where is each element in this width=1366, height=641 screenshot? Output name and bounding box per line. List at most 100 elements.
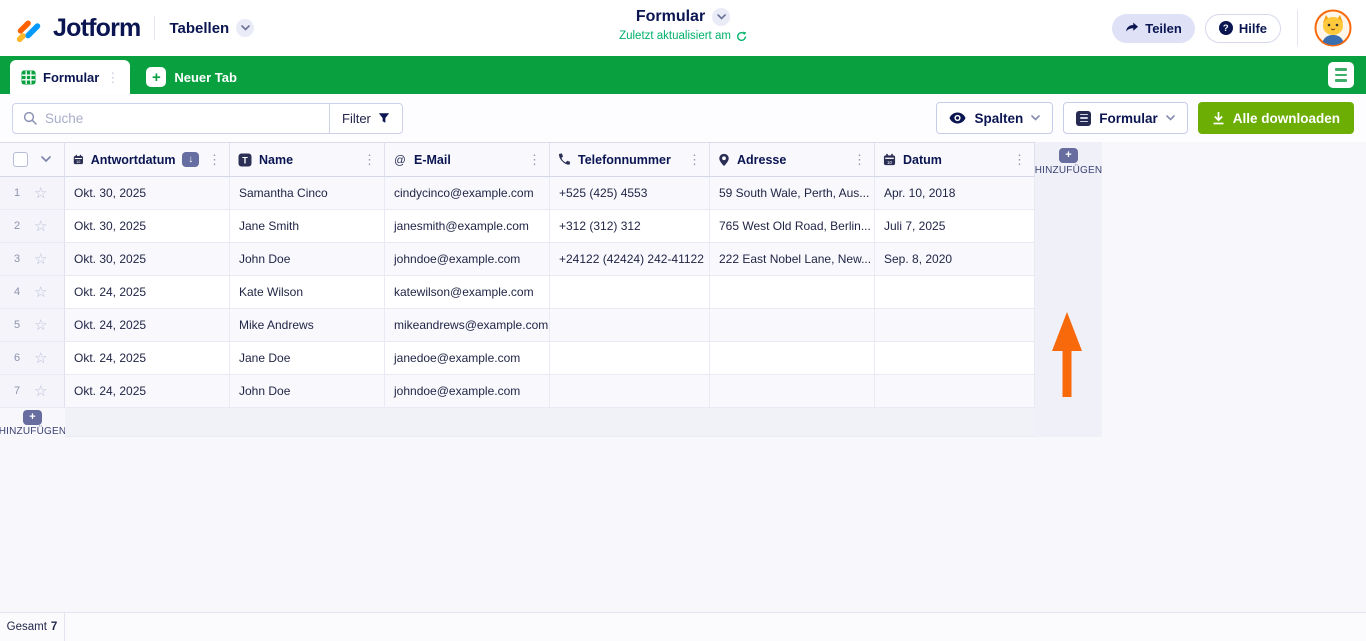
column-menu-icon[interactable]: ⋮	[208, 151, 221, 167]
column-header-datum[interactable]: 10 Datum ⋮	[875, 142, 1035, 177]
row-select-cell[interactable]: 7 ☆	[0, 375, 65, 408]
cell-adresse[interactable]	[710, 375, 875, 408]
tab-formular[interactable]: Formular ⋮	[10, 60, 131, 94]
share-button[interactable]: Teilen	[1112, 13, 1195, 43]
cell-antwortdatum[interactable]: Okt. 30, 2025	[65, 243, 230, 276]
select-all-checkbox[interactable]	[13, 152, 28, 167]
filter-button[interactable]: Filter	[329, 102, 403, 134]
column-menu-icon[interactable]: ⋮	[1013, 151, 1026, 167]
cell-antwortdatum[interactable]: Okt. 24, 2025	[65, 309, 230, 342]
cell-name[interactable]: Kate Wilson	[230, 276, 385, 309]
cell-name[interactable]: John Doe	[230, 243, 385, 276]
column-label: Adresse	[737, 152, 787, 167]
add-row-strip[interactable]	[65, 408, 1035, 437]
title-chevron-down-icon[interactable]	[712, 8, 731, 26]
star-icon[interactable]: ☆	[34, 349, 48, 367]
star-icon[interactable]: ☆	[34, 217, 48, 235]
column-header-adresse[interactable]: Adresse ⋮	[710, 142, 875, 177]
columns-button[interactable]: Spalten	[936, 102, 1054, 134]
row-select-cell[interactable]: 4 ☆	[0, 276, 65, 309]
cell-telefonnummer[interactable]: +24122 (42424) 242-41122	[550, 243, 710, 276]
header-actions: Teilen ? Hilfe	[1112, 9, 1352, 47]
cell-antwortdatum[interactable]: Okt. 24, 2025	[65, 276, 230, 309]
cell-antwortdatum[interactable]: Okt. 30, 2025	[65, 177, 230, 210]
cell-antwortdatum[interactable]: Okt. 30, 2025	[65, 210, 230, 243]
column-header-telefonnummer[interactable]: Telefonnummer ⋮	[550, 142, 710, 177]
view-formular-button[interactable]: Formular	[1063, 102, 1188, 134]
cell-name[interactable]: John Doe	[230, 375, 385, 408]
row-select-cell[interactable]: 1 ☆	[0, 177, 65, 210]
cell-email[interactable]: mikeandrews@example.com	[385, 309, 550, 342]
cell-email[interactable]: cindycinco@example.com	[385, 177, 550, 210]
cell-antwortdatum[interactable]: Okt. 24, 2025	[65, 375, 230, 408]
cell-datum[interactable]	[875, 309, 1035, 342]
refresh-icon[interactable]	[736, 31, 747, 42]
cell-email[interactable]: johndoe@example.com	[385, 243, 550, 276]
cell-name[interactable]: Mike Andrews	[230, 309, 385, 342]
sort-descending-icon[interactable]: ↓	[182, 152, 199, 167]
chevron-down-icon[interactable]	[41, 156, 51, 163]
grid-icon	[21, 70, 36, 85]
row-number: 5	[14, 319, 21, 331]
tab-kebab-icon[interactable]: ⋮	[106, 69, 120, 85]
cell-adresse[interactable]	[710, 276, 875, 309]
page-title: Formular	[635, 8, 706, 25]
row-number: 7	[14, 385, 21, 397]
cell-name[interactable]: Jane Doe	[230, 342, 385, 375]
cell-adresse[interactable]: 222 East Nobel Lane, New...	[710, 243, 875, 276]
cell-name[interactable]: Jane Smith	[230, 210, 385, 243]
new-tab-button[interactable]: + Neuer Tab	[146, 60, 237, 94]
cell-email[interactable]: janesmith@example.com	[385, 210, 550, 243]
cell-antwortdatum[interactable]: Okt. 24, 2025	[65, 342, 230, 375]
add-row-button[interactable]: + HINZUFÜGEN	[0, 408, 66, 437]
cell-telefonnummer[interactable]	[550, 309, 710, 342]
column-header-email[interactable]: @ E-Mail ⋮	[385, 142, 550, 177]
search-input[interactable]	[45, 110, 319, 126]
search-box[interactable]	[12, 102, 330, 134]
cell-email[interactable]: johndoe@example.com	[385, 375, 550, 408]
tab-list-menu-button[interactable]	[1328, 62, 1354, 88]
cell-telefonnummer[interactable]: +312 (312) 312	[550, 210, 710, 243]
cell-telefonnummer[interactable]	[550, 276, 710, 309]
column-menu-icon[interactable]: ⋮	[528, 151, 541, 167]
row-select-cell[interactable]: 5 ☆	[0, 309, 65, 342]
cell-adresse[interactable]	[710, 309, 875, 342]
cell-datum[interactable]	[875, 276, 1035, 309]
cell-datum[interactable]	[875, 375, 1035, 408]
row-select-cell[interactable]: 2 ☆	[0, 210, 65, 243]
star-icon[interactable]: ☆	[34, 250, 48, 268]
cell-telefonnummer[interactable]	[550, 375, 710, 408]
cell-adresse[interactable]: 59 South Wale, Perth, Aus...	[710, 177, 875, 210]
row-select-cell[interactable]: 3 ☆	[0, 243, 65, 276]
avatar[interactable]	[1314, 9, 1352, 47]
cell-adresse[interactable]	[710, 342, 875, 375]
star-icon[interactable]: ☆	[34, 184, 48, 202]
column-header-name[interactable]: T Name ⋮	[230, 142, 385, 177]
column-menu-icon[interactable]: ⋮	[853, 151, 866, 167]
table-row: 5 ☆ Okt. 24, 2025 Mike Andrews mikeandre…	[0, 309, 1366, 342]
cell-telefonnummer[interactable]	[550, 342, 710, 375]
cell-datum[interactable]	[875, 342, 1035, 375]
cell-datum[interactable]: Sep. 8, 2020	[875, 243, 1035, 276]
star-icon[interactable]: ☆	[34, 316, 48, 334]
column-menu-icon[interactable]: ⋮	[363, 151, 376, 167]
cell-datum[interactable]: Apr. 10, 2018	[875, 177, 1035, 210]
chevron-down-icon	[1031, 115, 1041, 121]
cell-email[interactable]: janedoe@example.com	[385, 342, 550, 375]
cell-adresse[interactable]: 765 West Old Road, Berlin...	[710, 210, 875, 243]
cell-telefonnummer[interactable]: +525 (425) 4553	[550, 177, 710, 210]
cell-datum[interactable]: Juli 7, 2025	[875, 210, 1035, 243]
cell-email[interactable]: katewilson@example.com	[385, 276, 550, 309]
help-button[interactable]: ? Hilfe	[1204, 13, 1281, 43]
column-menu-icon[interactable]: ⋮	[688, 151, 701, 167]
jotform-logo[interactable]: Jotform	[14, 13, 141, 43]
tables-menu[interactable]: Tabellen	[169, 19, 255, 37]
phone-icon	[559, 153, 571, 165]
column-header-antwortdatum[interactable]: 10 Antwortdatum ↓ ⋮	[65, 142, 230, 177]
add-column-button[interactable]: + HINZUFÜGEN	[1035, 142, 1102, 437]
row-select-cell[interactable]: 6 ☆	[0, 342, 65, 375]
cell-name[interactable]: Samantha Cinco	[230, 177, 385, 210]
star-icon[interactable]: ☆	[34, 283, 48, 301]
download-all-button[interactable]: Alle downloaden	[1197, 102, 1354, 134]
star-icon[interactable]: ☆	[34, 382, 48, 400]
